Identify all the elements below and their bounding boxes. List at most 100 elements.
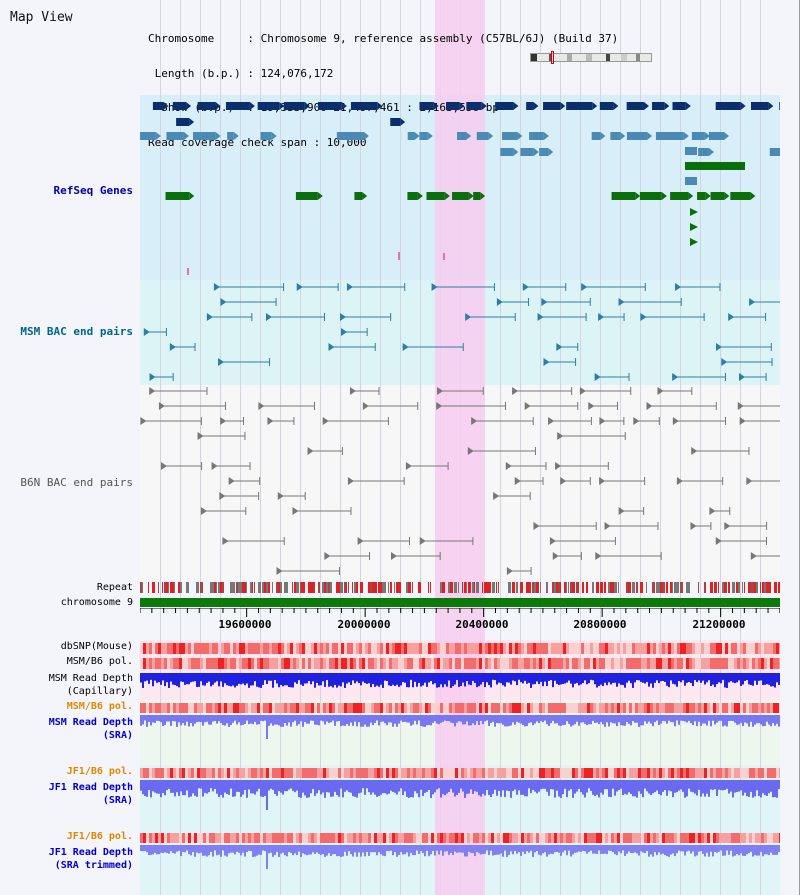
gene-feature (500, 148, 514, 156)
repeat-mark (448, 582, 450, 593)
depth-bar (442, 715, 444, 722)
chromosome-ideogram[interactable] (530, 51, 652, 64)
repeat-track[interactable] (140, 582, 780, 593)
depth-bar (246, 715, 248, 721)
depth-bar (620, 845, 622, 854)
chromosome-bar[interactable] (140, 598, 780, 607)
msm-bac-track-label[interactable]: MSM BAC end pairs (20, 325, 133, 338)
depth-bar (490, 780, 492, 797)
depth-bar (602, 780, 604, 795)
pol-cell (764, 833, 767, 843)
depth-bar (486, 715, 488, 721)
refseq-track-label[interactable]: RefSeq Genes (53, 184, 133, 197)
pol-cell (551, 643, 554, 654)
b6n-bac-track-label[interactable]: B6N BAC end pairs (20, 476, 133, 489)
depth-bar (238, 673, 240, 684)
gene-arrow (317, 192, 323, 200)
selection-highlight[interactable] (435, 0, 485, 895)
pol-cell (497, 833, 500, 843)
depth-bar (264, 780, 266, 796)
pol-cell (290, 658, 293, 669)
pol-cell (350, 703, 353, 713)
pol-cell (356, 703, 359, 713)
pol-cell (281, 703, 284, 713)
pol-cell (533, 703, 536, 713)
repeat-mark (728, 582, 730, 593)
depth-bar (332, 673, 334, 688)
depth-bar (162, 845, 164, 854)
gene-arrow (661, 192, 667, 200)
pol-cell (677, 643, 680, 654)
bac-end (437, 387, 444, 395)
pol-cell (305, 643, 308, 654)
gene-feature (336, 132, 364, 140)
pol-cell (269, 833, 272, 843)
pol-cell (605, 643, 608, 654)
pol-cell (203, 703, 206, 713)
pol-cell (671, 643, 674, 654)
pol-cell (704, 768, 707, 778)
repeat-mark (508, 582, 511, 593)
pol-cell (263, 703, 266, 713)
pol-cell (479, 658, 482, 669)
grid-line (680, 0, 681, 895)
depth-bar (142, 845, 144, 852)
depth-bar (466, 845, 468, 857)
pol-cell (725, 643, 728, 654)
depth-bar (414, 673, 416, 682)
pol-cell (509, 833, 512, 843)
gene-arrow (249, 102, 255, 110)
gene-arrow (189, 192, 195, 200)
bac-end (349, 387, 356, 395)
pol-cell (380, 643, 383, 654)
pol-cell (755, 833, 758, 843)
depth-bar (514, 715, 516, 725)
repeat-mark (482, 582, 483, 593)
depth-bar (208, 845, 210, 856)
repeat-mark (442, 582, 445, 593)
pol-cell (227, 833, 230, 843)
depth-bar (278, 673, 280, 688)
depth-bar (220, 845, 222, 857)
bac-end (277, 492, 284, 500)
depth-bar (176, 845, 178, 852)
pol-cell (638, 703, 641, 713)
depth-bar (460, 715, 462, 722)
pol-cell (344, 643, 347, 654)
depth-bar (174, 715, 176, 722)
pol-cell (170, 643, 173, 654)
pol-cell (371, 703, 374, 713)
depth-bar (260, 673, 262, 688)
bac-end (604, 522, 611, 530)
gene-feature (172, 102, 187, 110)
depth-bar (776, 845, 778, 855)
depth-bar (618, 673, 620, 684)
depth-bar (674, 673, 676, 685)
pol-cell (290, 833, 293, 843)
depth-bar (736, 780, 738, 793)
jf1-depth-sra-label-2: (SRA) (102, 795, 133, 806)
depth-bar (202, 715, 204, 726)
depth-bar (568, 780, 570, 791)
feature-tracks[interactable] (140, 95, 780, 585)
polymorphism-tracks[interactable] (140, 640, 780, 870)
depth-bar (768, 673, 770, 685)
pol-cell (764, 703, 767, 713)
depth-bar (542, 780, 544, 789)
pol-cell (143, 643, 146, 654)
depth-bar (470, 845, 472, 853)
depth-bar (710, 845, 712, 852)
depth-bar (658, 845, 660, 853)
depth-bar (444, 673, 446, 685)
repeat-mark (726, 582, 727, 593)
depth-bar (442, 845, 444, 856)
depth-bar (500, 715, 502, 724)
depth-bar (156, 673, 158, 683)
depth-bar (490, 673, 492, 688)
gene-feature (691, 132, 705, 140)
gene-arrow (468, 192, 474, 200)
bac-end (347, 477, 354, 485)
depth-bar (146, 715, 148, 727)
depth-bar (268, 715, 270, 726)
depth-bar (240, 715, 242, 726)
